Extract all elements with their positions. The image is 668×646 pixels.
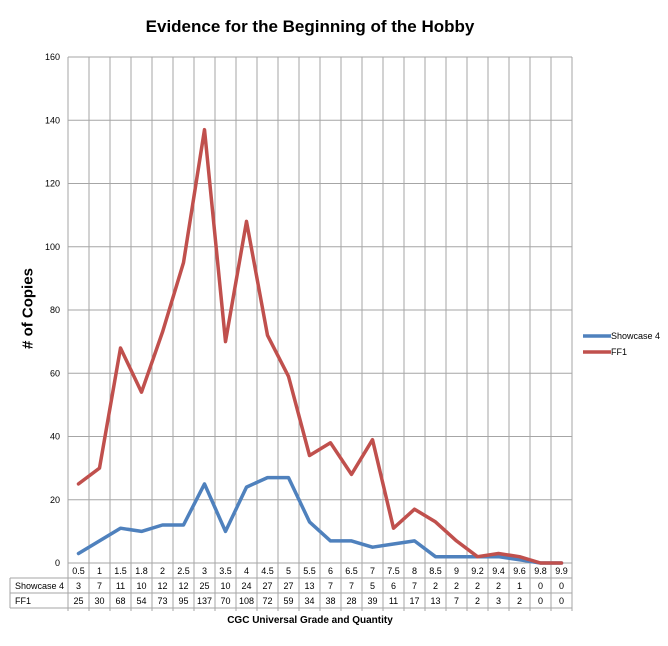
x-tick-label: 1.5	[114, 566, 127, 576]
data-label: 7	[328, 581, 333, 591]
legend-label: FF1	[611, 347, 627, 357]
series-line	[76, 127, 564, 565]
x-tick-label: 4.5	[261, 566, 274, 576]
data-label: 39	[367, 596, 377, 606]
data-label: 0	[559, 581, 564, 591]
x-tick-label: 9.4	[492, 566, 505, 576]
y-tick-label: 40	[50, 432, 60, 442]
data-label: 11	[116, 581, 125, 591]
x-tick-label: 6	[328, 566, 333, 576]
data-label: 2	[496, 581, 501, 591]
x-tick-label: 7.5	[387, 566, 400, 576]
y-tick-label: 60	[50, 368, 60, 378]
data-label: 108	[239, 596, 254, 606]
data-label: 3	[76, 581, 81, 591]
data-label: 2	[517, 596, 522, 606]
x-tick-label: 0.5	[72, 566, 85, 576]
data-label: 34	[304, 596, 314, 606]
x-tick-label: 6.5	[345, 566, 358, 576]
data-label: 6	[391, 581, 396, 591]
data-label: 2	[454, 581, 459, 591]
x-tick-label: 1.8	[135, 566, 148, 576]
data-label: 70	[220, 596, 230, 606]
data-label: 30	[94, 596, 104, 606]
data-label: 73	[157, 596, 167, 606]
x-tick-label: 8.5	[429, 566, 442, 576]
data-label: 1	[517, 581, 522, 591]
x-tick-label: 4	[244, 566, 249, 576]
data-label: 3	[496, 596, 501, 606]
y-tick-label: 80	[50, 305, 60, 315]
data-label: 7	[412, 581, 417, 591]
data-label: 13	[304, 581, 314, 591]
x-tick-label: 5	[286, 566, 291, 576]
y-tick-label: 160	[45, 52, 60, 62]
data-label: 28	[346, 596, 356, 606]
data-label: 68	[115, 596, 125, 606]
data-label: 10	[136, 581, 146, 591]
data-label: 17	[409, 596, 419, 606]
y-tick-label: 120	[45, 179, 60, 189]
x-tick-label: 5.5	[303, 566, 316, 576]
data-label: 72	[262, 596, 272, 606]
x-tick-label: 3.5	[219, 566, 232, 576]
data-label: 12	[157, 581, 167, 591]
x-tick-label: 9.2	[471, 566, 484, 576]
data-label: 7	[349, 581, 354, 591]
x-tick-label: 9	[454, 566, 459, 576]
data-label: 2	[475, 581, 480, 591]
data-label: 27	[283, 581, 293, 591]
data-label: 5	[370, 581, 375, 591]
data-label: 27	[262, 581, 272, 591]
y-tick-label: 140	[45, 115, 60, 125]
table-series-name: Showcase 4	[15, 581, 64, 591]
data-label: 24	[241, 581, 251, 591]
data-label: 7	[97, 581, 102, 591]
x-tick-label: 8	[412, 566, 417, 576]
x-tick-label: 9.8	[534, 566, 547, 576]
x-tick-label: 2	[160, 566, 165, 576]
data-label: 25	[199, 581, 209, 591]
x-tick-label: 9.6	[513, 566, 526, 576]
data-label: 137	[197, 596, 212, 606]
x-axis-label: CGC Universal Grade and Quantity	[227, 615, 393, 626]
x-tick-label: 2.5	[177, 566, 190, 576]
data-label: 7	[454, 596, 459, 606]
y-tick-label: 100	[45, 242, 60, 252]
data-label: 0	[538, 596, 543, 606]
table-series-name: FF1	[15, 596, 31, 606]
x-tick-label: 1	[97, 566, 102, 576]
data-label: 11	[389, 596, 398, 606]
data-label: 13	[430, 596, 440, 606]
x-tick-label: 3	[202, 566, 207, 576]
chart-title: Evidence for the Beginning of the Hobby	[145, 17, 475, 36]
data-label: 54	[136, 596, 146, 606]
data-label: 12	[178, 581, 188, 591]
data-label: 10	[220, 581, 230, 591]
data-label: 95	[178, 596, 188, 606]
data-label: 38	[325, 596, 335, 606]
data-label: 2	[433, 581, 438, 591]
legend-label: Showcase 4	[611, 331, 660, 341]
x-tick-label: 9.9	[555, 566, 568, 576]
data-label: 59	[283, 596, 293, 606]
data-label: 25	[73, 596, 83, 606]
x-tick-label: 7	[370, 566, 375, 576]
y-tick-label: 20	[50, 495, 60, 505]
y-tick-label: 0	[55, 558, 60, 568]
data-label: 0	[559, 596, 564, 606]
data-label: 0	[538, 581, 543, 591]
data-label: 2	[475, 596, 480, 606]
